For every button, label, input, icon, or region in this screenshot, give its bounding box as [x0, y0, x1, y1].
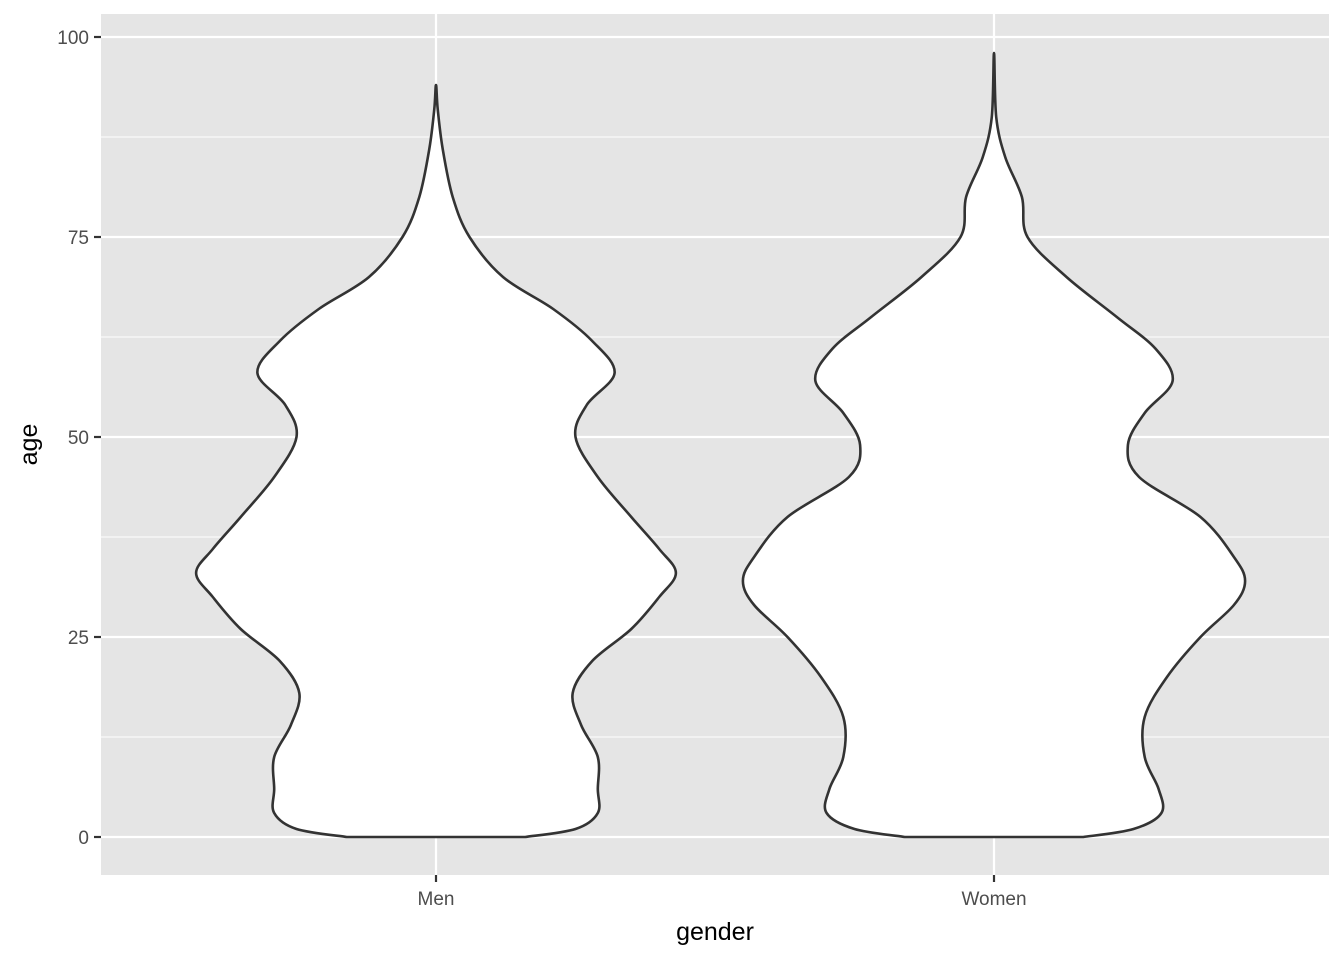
- y-tick-label: 100: [57, 28, 89, 49]
- x-axis-title: gender: [676, 918, 754, 946]
- x-axis: Men Women: [418, 875, 1027, 910]
- y-tick-label: 75: [68, 228, 89, 249]
- x-tick-label: Women: [961, 889, 1026, 910]
- y-axis: 0 25 50 75 100: [57, 28, 101, 849]
- y-tick-label: 50: [68, 428, 89, 449]
- violin-women: [741, 51, 1247, 839]
- y-tick-label: 25: [68, 628, 89, 649]
- violins: [194, 51, 1247, 839]
- y-axis-title: age: [15, 424, 43, 466]
- y-tick-label: 0: [78, 828, 89, 849]
- violin-men: [194, 83, 678, 839]
- x-tick-label: Men: [418, 889, 455, 910]
